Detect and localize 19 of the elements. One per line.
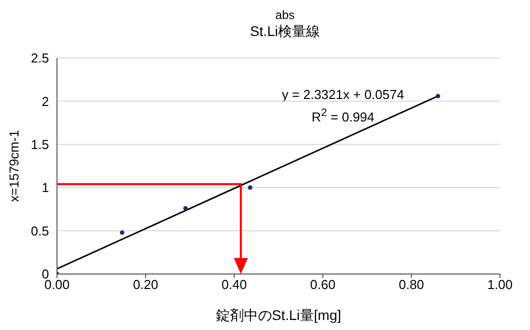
y-tick-label: 0.5 bbox=[30, 223, 49, 238]
point bbox=[248, 185, 252, 190]
y-axis-title: x=1579cm-1 bbox=[6, 130, 22, 202]
x-tick-label: 0.20 bbox=[132, 277, 158, 292]
x-tick-label: 0.60 bbox=[310, 277, 336, 292]
y-tick-label: 2 bbox=[42, 94, 49, 109]
chart-title: St.Li検量線 bbox=[248, 22, 321, 41]
y-tick-label: 1.5 bbox=[30, 137, 49, 152]
point bbox=[120, 230, 124, 235]
x-axis-title: 錠剤中のSt.Li量[mg] bbox=[216, 307, 342, 323]
x-tick-label: 0.80 bbox=[398, 277, 424, 292]
x-tick-label: 1.00 bbox=[487, 277, 513, 292]
y-tick-label: 1 bbox=[42, 180, 49, 196]
y-tick-label: 2.5 bbox=[30, 50, 49, 66]
x-tick-label: 0.40 bbox=[222, 277, 247, 292]
point bbox=[436, 94, 440, 98]
chart-subtitle: abs bbox=[274, 8, 296, 22]
point bbox=[183, 206, 188, 211]
annotation: R$^{2}$ = 0.994 bbox=[310, 106, 376, 126]
